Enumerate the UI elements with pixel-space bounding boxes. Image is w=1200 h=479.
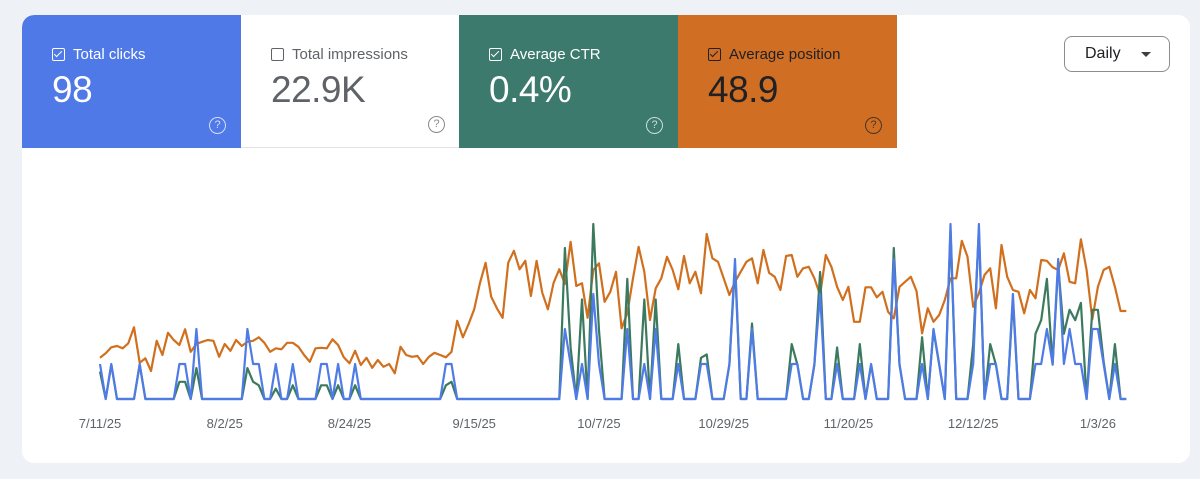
help-icon[interactable]: ? — [428, 116, 445, 133]
metric-card-average-position[interactable]: Average position 48.9 ? — [678, 15, 897, 148]
metric-value: 0.4% — [489, 69, 572, 110]
metric-value: 48.9 — [708, 69, 779, 110]
metric-value: 22.9K — [271, 69, 366, 110]
x-tick-label: 8/2/25 — [207, 416, 243, 431]
x-tick-label: 12/12/25 — [948, 416, 999, 431]
caret-down-icon — [1141, 52, 1151, 57]
metric-card-average-ctr[interactable]: Average CTR 0.4% ? — [459, 15, 678, 148]
metric-card-total-clicks[interactable]: Total clicks 98 ? — [22, 15, 241, 148]
checkbox-checked-icon[interactable] — [708, 48, 721, 61]
clicks-line — [98, 222, 1127, 401]
metric-card-total-impressions[interactable]: Total impressions 22.9K ? — [241, 15, 460, 148]
x-tick-label: 11/20/25 — [824, 416, 874, 431]
granularity-selected: Daily — [1085, 45, 1121, 62]
checkbox-checked-icon[interactable] — [52, 48, 65, 61]
metric-label: Total impressions — [292, 46, 408, 63]
x-tick-label: 8/24/25 — [328, 416, 371, 431]
performance-chart: 7/11/25 8/2/25 8/24/25 9/15/25 10/7/25 10/29/… — [79, 222, 1127, 431]
x-tick-label: 1/3/26 — [1080, 416, 1116, 431]
help-icon[interactable]: ? — [646, 117, 663, 134]
metric-label: Average position — [729, 46, 841, 63]
checkbox-unchecked-icon[interactable] — [271, 48, 284, 61]
x-tick-label: 10/7/25 — [577, 416, 620, 431]
performance-panel: Total clicks 98 ? Total impressions 22.9… — [22, 15, 1190, 463]
checkbox-checked-icon[interactable] — [489, 48, 502, 61]
metric-label: Total clicks — [73, 46, 146, 63]
help-icon[interactable]: ? — [865, 117, 882, 134]
x-tick-label: 7/11/25 — [79, 416, 121, 431]
granularity-dropdown[interactable]: Daily — [1064, 36, 1170, 72]
metric-value: 98 — [52, 69, 93, 110]
metric-label: Average CTR — [510, 46, 601, 63]
x-tick-label: 9/15/25 — [453, 416, 496, 431]
x-tick-label: 10/29/25 — [698, 416, 749, 431]
help-icon[interactable]: ? — [209, 117, 226, 134]
position-line — [99, 232, 1127, 375]
